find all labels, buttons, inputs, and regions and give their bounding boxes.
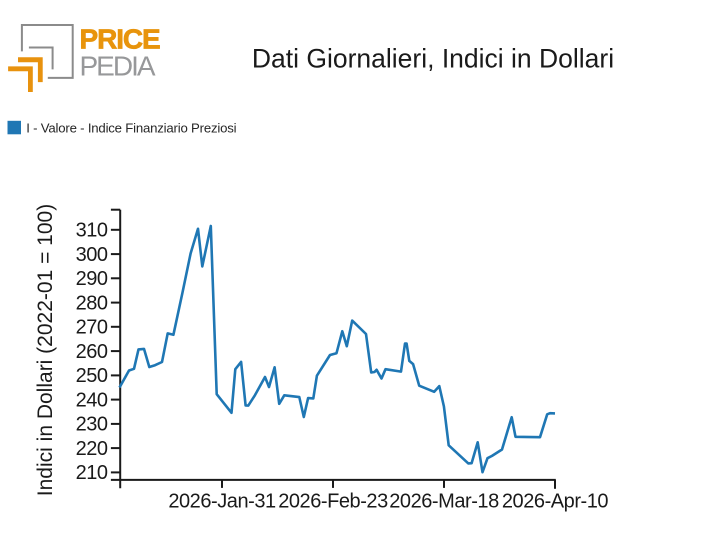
svg-text:Indici in Dollari (2022-01 = 1: Indici in Dollari (2022-01 = 100) bbox=[34, 204, 57, 496]
svg-text:290: 290 bbox=[76, 268, 108, 290]
svg-text:310: 310 bbox=[76, 220, 108, 242]
svg-text:300: 300 bbox=[76, 244, 108, 266]
svg-text:230: 230 bbox=[76, 414, 108, 436]
svg-text:210: 210 bbox=[76, 462, 108, 484]
svg-text:2026-Feb-23: 2026-Feb-23 bbox=[278, 491, 388, 513]
svg-text:220: 220 bbox=[76, 438, 108, 460]
svg-text:250: 250 bbox=[76, 365, 108, 387]
svg-text:280: 280 bbox=[76, 292, 108, 314]
svg-text:2026-Mar-18: 2026-Mar-18 bbox=[389, 491, 499, 513]
svg-text:260: 260 bbox=[76, 341, 108, 363]
svg-text:I - Valore - Indice Finanziari: I - Valore - Indice Finanziario Preziosi bbox=[26, 121, 236, 136]
svg-text:PRICE: PRICE bbox=[80, 23, 160, 54]
svg-text:PEDIA: PEDIA bbox=[80, 51, 156, 82]
svg-text:2026-Apr-10: 2026-Apr-10 bbox=[502, 491, 609, 513]
svg-text:Dati Giornalieri, Indici in Do: Dati Giornalieri, Indici in Dollari bbox=[252, 44, 614, 74]
svg-text:240: 240 bbox=[76, 389, 108, 411]
svg-text:270: 270 bbox=[76, 317, 108, 339]
svg-text:2026-Jan-31: 2026-Jan-31 bbox=[168, 491, 276, 513]
